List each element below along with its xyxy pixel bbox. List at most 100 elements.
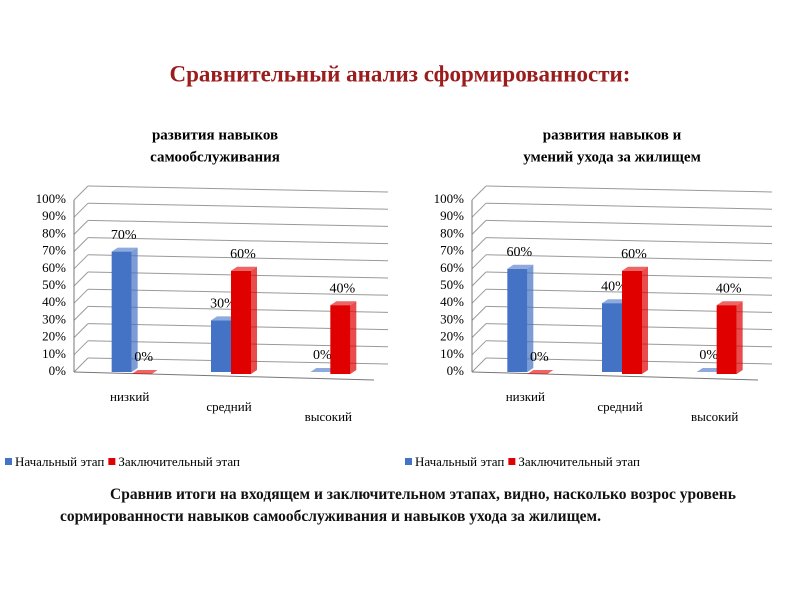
grid-line bbox=[73, 202, 89, 218]
value-label: 60% bbox=[621, 247, 647, 262]
x-tick-label: низкий bbox=[110, 389, 149, 404]
grid-line bbox=[471, 237, 487, 252]
grid-line bbox=[471, 306, 487, 321]
y-tick-label: 0% bbox=[447, 363, 465, 378]
bar-top bbox=[716, 301, 743, 306]
y-tick-label: 10% bbox=[42, 346, 66, 361]
value-label: 0% bbox=[699, 348, 718, 363]
value-label: 40% bbox=[329, 281, 355, 296]
legend-label: Заключительный этап bbox=[518, 454, 640, 469]
value-label: 60% bbox=[506, 245, 532, 260]
bar-top bbox=[602, 299, 628, 304]
y-tick-label: 30% bbox=[42, 311, 66, 326]
caption: Сравнив итоги на входящем и заключительн… bbox=[60, 486, 736, 525]
bar-top bbox=[211, 316, 237, 321]
y-tick-label: 60% bbox=[440, 260, 464, 275]
bar-top bbox=[131, 370, 158, 374]
bar bbox=[330, 305, 351, 374]
grid-line bbox=[87, 185, 389, 193]
grid-line bbox=[73, 357, 89, 373]
grid-line bbox=[73, 288, 89, 304]
legend-swatch bbox=[108, 458, 116, 465]
y-tick-label: 50% bbox=[440, 277, 464, 292]
grid-line bbox=[73, 340, 89, 356]
y-tick-label: 100% bbox=[434, 191, 465, 206]
y-tick-label: 100% bbox=[36, 191, 67, 206]
bar-side bbox=[736, 301, 743, 374]
y-tick-label: 80% bbox=[440, 225, 464, 240]
bar bbox=[716, 305, 737, 374]
bar-side bbox=[251, 266, 257, 374]
bar-top bbox=[111, 247, 138, 252]
y-tick-label: 90% bbox=[440, 208, 464, 223]
y-tick-label: 90% bbox=[42, 208, 66, 223]
grid-line bbox=[471, 357, 487, 373]
y-tick-label: 0% bbox=[49, 363, 67, 378]
grid-line bbox=[471, 271, 487, 287]
legend-swatch bbox=[405, 458, 412, 465]
grid-line bbox=[73, 220, 89, 235]
value-label: 30% bbox=[210, 297, 236, 312]
y-tick-label: 30% bbox=[440, 311, 464, 326]
bar-top bbox=[696, 368, 723, 372]
value-label: 40% bbox=[716, 281, 742, 296]
slide-title: Сравнительный анализ сформированности: bbox=[170, 61, 631, 86]
value-label: 0% bbox=[530, 350, 549, 365]
grid-line bbox=[471, 202, 487, 218]
bar bbox=[111, 251, 132, 372]
value-label: 40% bbox=[601, 279, 627, 294]
axis bbox=[471, 371, 759, 381]
value-label: 70% bbox=[111, 228, 137, 243]
grid-line bbox=[87, 219, 389, 227]
legend-label: Заключительный этап bbox=[118, 454, 240, 469]
y-tick-label: 60% bbox=[42, 260, 66, 275]
x-tick-label: высокий bbox=[691, 409, 738, 424]
bar bbox=[602, 303, 622, 372]
bar-top bbox=[310, 368, 337, 372]
value-label: 0% bbox=[313, 348, 332, 363]
x-tick-label: высокий bbox=[305, 409, 352, 424]
bar bbox=[622, 270, 642, 374]
grid-line bbox=[471, 323, 487, 338]
grid-line bbox=[485, 237, 773, 245]
chart-title: развития навыков и bbox=[543, 127, 682, 143]
bar-side bbox=[131, 247, 138, 372]
bar bbox=[211, 320, 231, 372]
bar-top bbox=[622, 266, 648, 271]
bar bbox=[507, 268, 528, 372]
grid-line bbox=[87, 254, 389, 262]
bar-side bbox=[642, 266, 648, 374]
grid-line bbox=[471, 254, 487, 270]
y-tick-label: 40% bbox=[42, 294, 66, 309]
y-tick-label: 20% bbox=[440, 329, 464, 344]
bar-side bbox=[350, 301, 357, 374]
bar-side bbox=[527, 264, 534, 372]
grid-line bbox=[73, 323, 89, 338]
y-tick-label: 70% bbox=[42, 243, 66, 258]
bar-top bbox=[231, 266, 257, 271]
x-tick-label: низкий bbox=[506, 389, 545, 404]
grid-line bbox=[471, 340, 487, 356]
value-label: 0% bbox=[134, 350, 153, 365]
grid-line bbox=[485, 202, 773, 210]
grid-line bbox=[73, 254, 89, 270]
bar-top bbox=[507, 264, 534, 269]
x-tick-label: средний bbox=[206, 399, 251, 414]
grid-line bbox=[73, 306, 89, 321]
legend-swatch bbox=[508, 458, 516, 465]
grid-line bbox=[471, 185, 487, 201]
x-tick-label: средний bbox=[597, 399, 642, 414]
value-label: 60% bbox=[230, 247, 256, 262]
grid-line bbox=[485, 219, 773, 227]
bar-top bbox=[527, 370, 554, 374]
grid-line bbox=[471, 220, 487, 235]
grid-line bbox=[73, 185, 89, 201]
legend-label: Начальный этап bbox=[15, 454, 104, 469]
axis bbox=[73, 371, 375, 381]
y-tick-label: 10% bbox=[440, 346, 464, 361]
bar bbox=[231, 270, 251, 374]
y-tick-label: 50% bbox=[42, 277, 66, 292]
bar-top bbox=[330, 301, 357, 306]
